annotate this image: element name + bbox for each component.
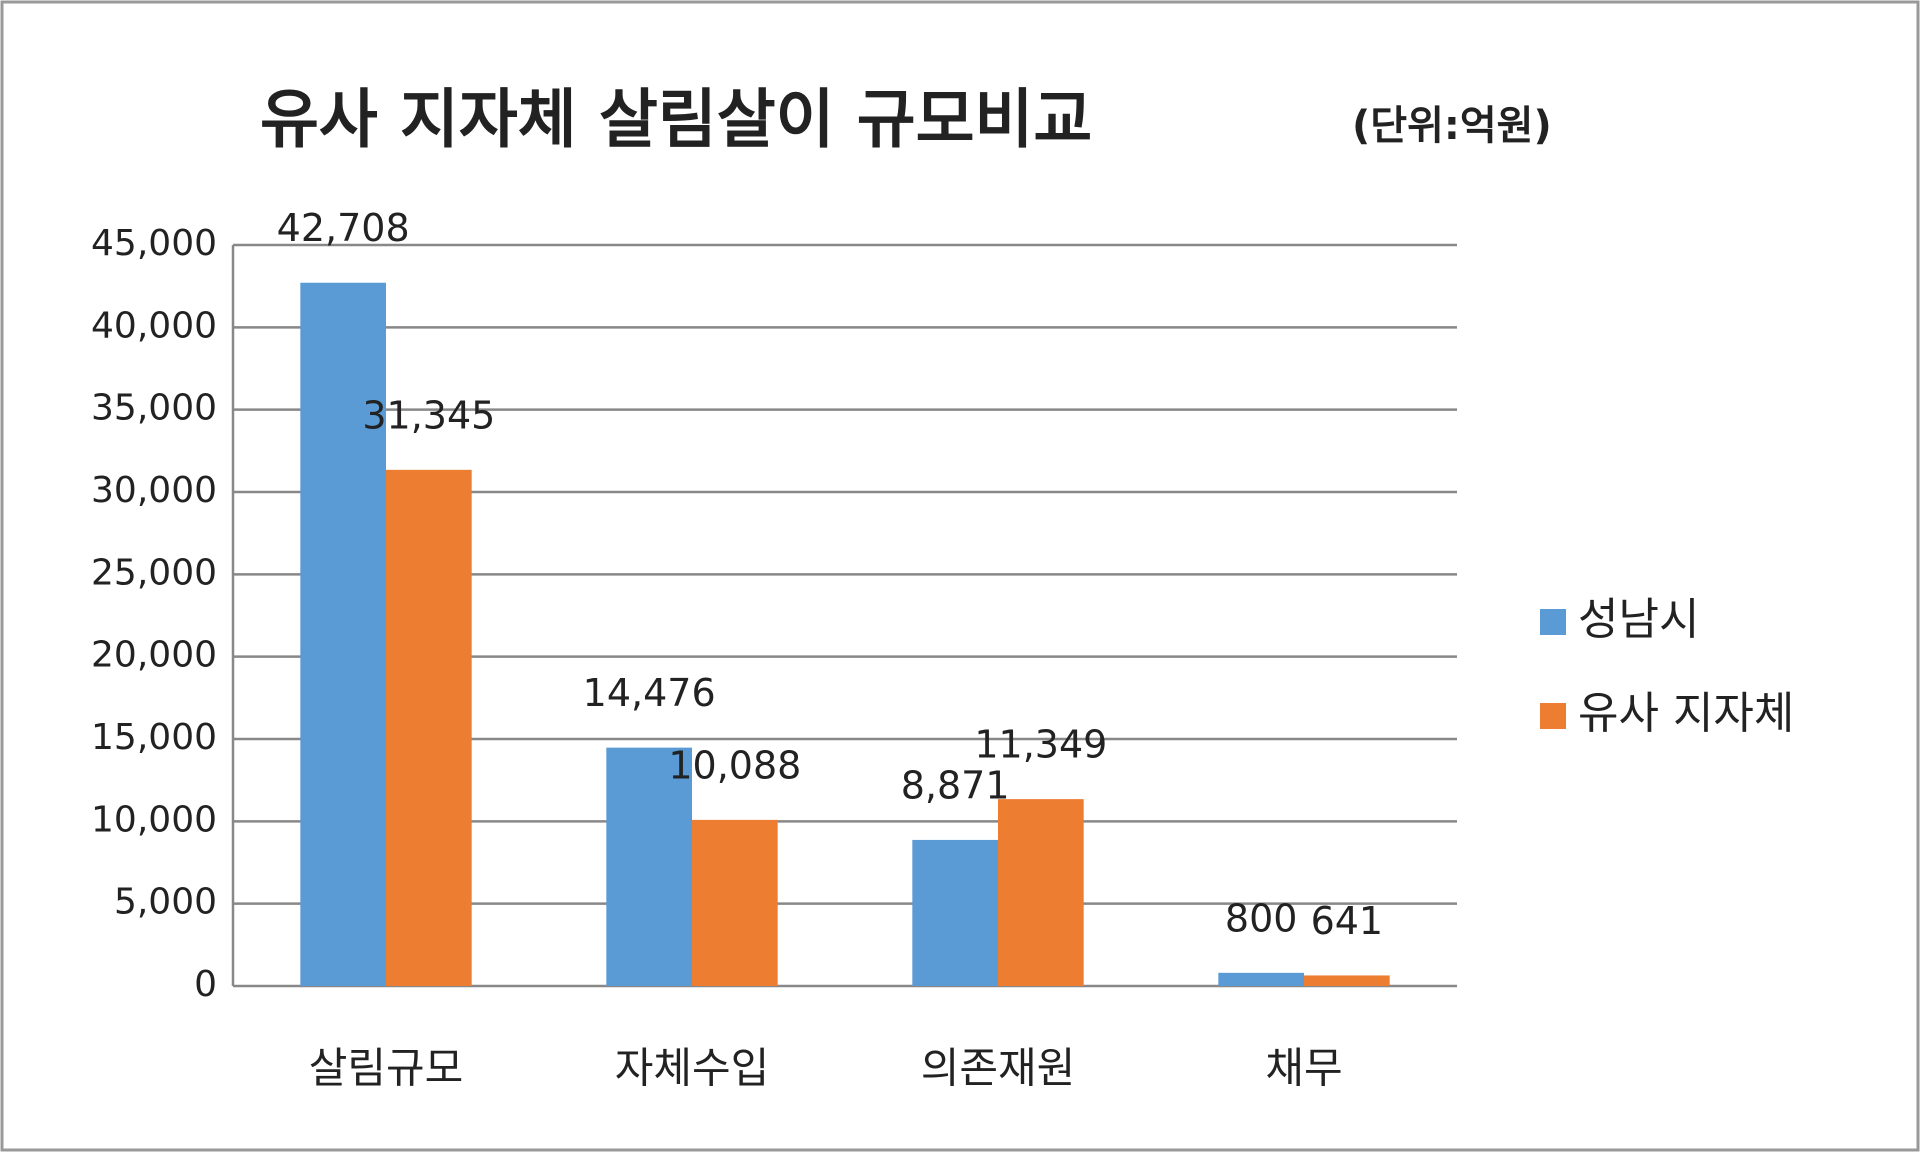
y-tick-label: 20,000 <box>91 635 217 676</box>
x-tick-label: 자체수입 <box>615 1044 770 1093</box>
data-label: 8,871 <box>901 763 1010 807</box>
x-tick-label: 의존재원 <box>921 1044 1076 1093</box>
legend-label: 성남시 <box>1578 594 1699 645</box>
y-tick-label: 15,000 <box>91 717 217 758</box>
chart-subtitle: (단위:억원) <box>1352 103 1552 149</box>
x-tick-label: 채무 <box>1265 1044 1342 1093</box>
y-tick-label: 25,000 <box>91 552 217 593</box>
legend-swatch <box>1540 609 1566 635</box>
y-tick-label: 0 <box>194 964 217 1005</box>
y-tick-label: 5,000 <box>114 882 217 923</box>
y-tick-label: 35,000 <box>91 388 217 429</box>
bar <box>386 469 472 987</box>
y-tick-label: 45,000 <box>91 223 217 264</box>
data-label: 800 <box>1225 896 1298 940</box>
legend-swatch <box>1540 703 1566 729</box>
data-label: 11,349 <box>974 723 1107 767</box>
legend-label: 유사 지자체 <box>1578 688 1794 739</box>
y-tick-label: 40,000 <box>91 305 217 346</box>
bar <box>912 839 998 986</box>
chart-title: 유사 지자체 살림살이 규모비교 <box>260 84 1092 158</box>
bar <box>1304 975 1390 986</box>
data-label: 31,345 <box>362 393 495 437</box>
bar <box>692 819 778 986</box>
data-label: 42,708 <box>277 206 410 250</box>
y-tick-label: 10,000 <box>91 799 217 840</box>
bar <box>998 799 1084 986</box>
data-label: 641 <box>1311 899 1384 943</box>
data-label: 14,476 <box>583 671 716 715</box>
data-label: 10,088 <box>668 743 801 787</box>
x-tick-label: 살림규모 <box>309 1044 464 1093</box>
bar <box>606 747 692 986</box>
bar <box>300 282 386 987</box>
bar <box>1218 972 1304 986</box>
y-tick-label: 30,000 <box>91 470 217 511</box>
